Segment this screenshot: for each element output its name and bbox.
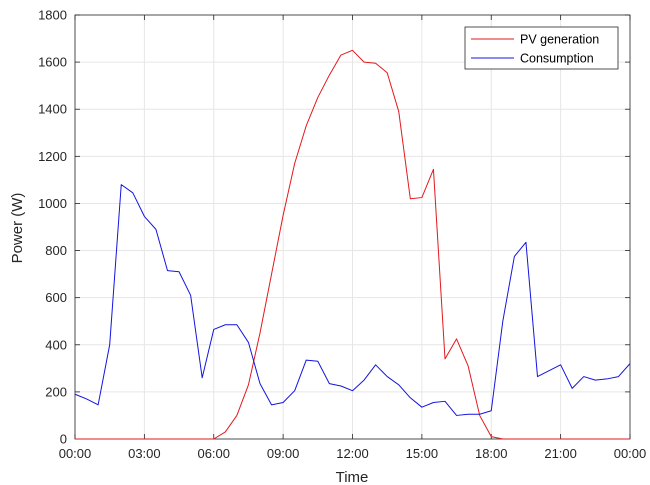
- x-tick-label: 15:00: [406, 446, 439, 461]
- x-tick-label: 03:00: [128, 446, 161, 461]
- series-layer: [74, 49, 631, 440]
- series-line-pv-generation: [75, 49, 630, 440]
- grid-lines: [74, 14, 631, 440]
- x-tick-label: 12:00: [336, 446, 369, 461]
- y-tick-label: 800: [45, 243, 67, 258]
- x-tick-label: 06:00: [197, 446, 230, 461]
- y-tick-label: 400: [45, 337, 67, 352]
- y-axis: 0 200 400 600 800 1000 1200 1400 1600 1800: [38, 8, 630, 447]
- x-tick-label: 00:00: [59, 446, 92, 461]
- y-tick-label: 1200: [38, 149, 67, 164]
- x-axis-label: Time: [336, 469, 369, 485]
- x-axis: 00:00 03:00 06:00 09:00 12:00 15:00 18:00 21:00…: [59, 15, 647, 461]
- x-tick-label: 00:00: [614, 446, 647, 461]
- x-tick-label: 18:00: [475, 446, 508, 461]
- series-line-consumption: [74, 184, 631, 416]
- legend-label-pv-generation: PV generation: [520, 33, 599, 47]
- y-tick-label: 0: [60, 432, 67, 447]
- y-axis-label: Power (W): [9, 193, 26, 264]
- y-tick-label: 1600: [38, 55, 67, 70]
- legend-label-consumption: Consumption: [520, 52, 594, 66]
- x-tick-label: 09:00: [267, 446, 300, 461]
- legend: PV generation Consumption: [464, 26, 619, 70]
- y-tick-label: 200: [45, 384, 67, 399]
- x-tick-label: 21:00: [544, 446, 577, 461]
- y-tick-label: 1000: [38, 196, 67, 211]
- y-tick-label: 600: [45, 290, 67, 305]
- y-tick-label: 1800: [38, 8, 67, 23]
- legend-box: [464, 26, 619, 70]
- y-tick-label: 1400: [38, 102, 67, 117]
